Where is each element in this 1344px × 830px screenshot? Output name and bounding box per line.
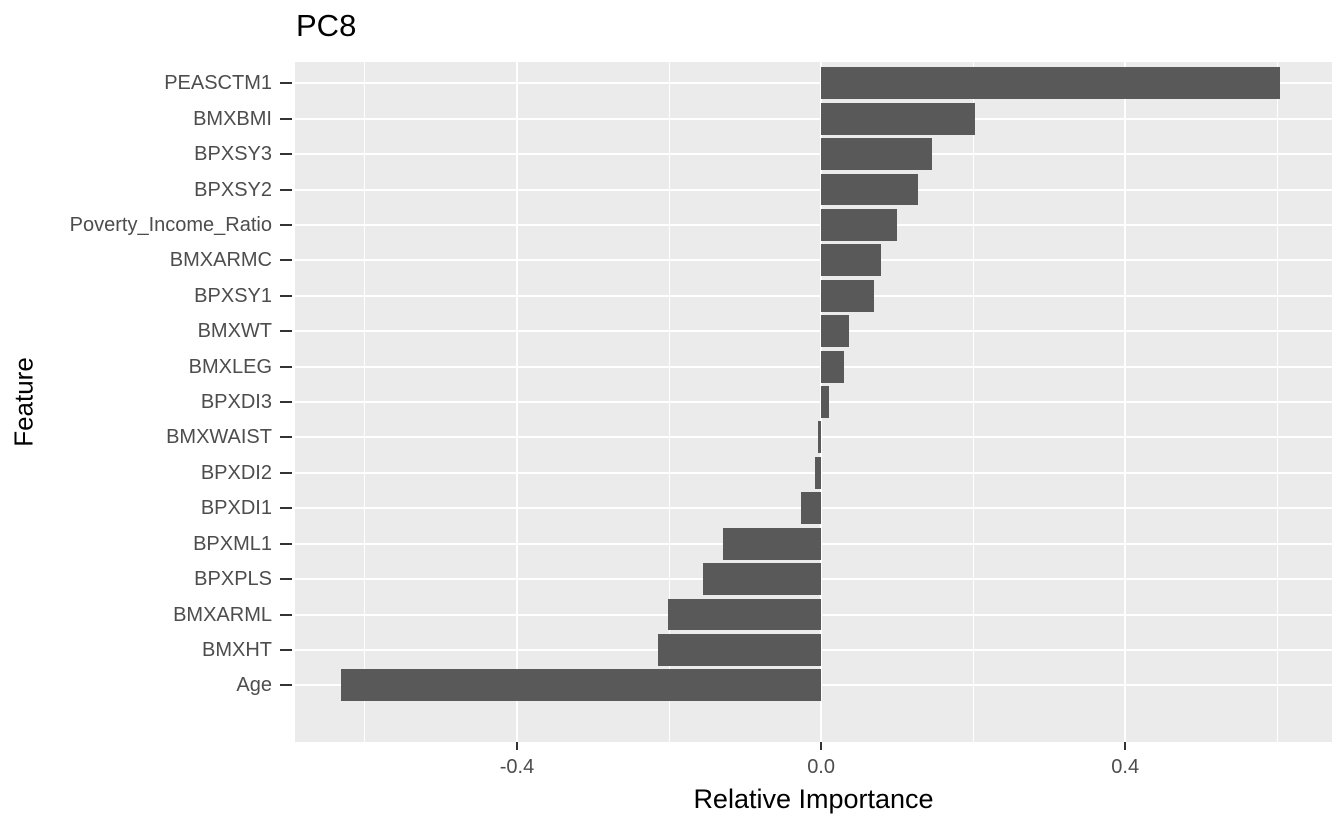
y-tick <box>280 294 292 297</box>
y-axis-label-BPXDI1: BPXDI1 <box>200 497 272 520</box>
y-axis-label-BMXWAIST: BMXWAIST <box>166 426 272 449</box>
y-tick <box>280 401 292 403</box>
y-axis-label-BPXDI3: BPXDI3 <box>200 391 272 413</box>
bar-Poverty_Income_Ratio <box>821 208 898 241</box>
gridline-major-horizontal <box>295 471 1332 474</box>
y-axis-label-BPXSY2: BPXSY2 <box>194 178 272 201</box>
bar-BPXDI2 <box>815 456 822 489</box>
gridline-major-horizontal <box>295 401 1332 403</box>
y-tick <box>280 188 292 191</box>
bar-BMXBMI <box>821 102 975 135</box>
y-tick <box>280 82 292 85</box>
y-axis-label-BPXSY1: BPXSY1 <box>194 284 272 307</box>
bar-BPXSY2 <box>821 173 918 206</box>
bar-BPXSY3 <box>821 138 933 171</box>
y-tick <box>280 613 292 616</box>
x-tick <box>515 742 518 750</box>
y-tick <box>280 578 292 581</box>
gridline-major-horizontal <box>295 188 1332 191</box>
y-tick <box>280 684 292 687</box>
y-axis-label-BMXBMI: BMXBMI <box>193 107 272 130</box>
y-tick <box>280 365 292 368</box>
y-axis-label-BPXSY3: BPXSY3 <box>194 143 272 166</box>
y-axis-label-Age: Age <box>236 674 272 697</box>
y-axis-label-BMXHT: BMXHT <box>202 638 272 661</box>
x-tick <box>1124 742 1127 750</box>
y-axis-label-BPXDI2: BPXDI2 <box>200 461 272 484</box>
y-axis-label-PEASCTM1: PEASCTM1 <box>164 72 272 95</box>
bar-BMXARML <box>668 598 822 631</box>
bar-BPXDI1 <box>800 492 822 525</box>
y-axis-label-BMXARMC: BMXARMC <box>169 249 272 272</box>
bar-BMXHT <box>657 633 822 666</box>
bar-PEASCTM1 <box>821 67 1281 100</box>
y-axis-label-BMXWT: BMXWT <box>197 320 272 343</box>
x-axis-label--0.4: -0.4 <box>499 756 535 778</box>
bar-BPXPLS <box>702 563 822 596</box>
gridline-major-horizontal <box>295 436 1332 439</box>
y-tick <box>280 223 292 226</box>
y-axis-label-BPXPLS: BPXPLS <box>194 568 272 591</box>
bar-BPXDI3 <box>821 386 829 418</box>
y-axis-label-BPXML1: BPXML1 <box>193 532 272 555</box>
x-axis-label-0.0: 0.0 <box>807 756 835 778</box>
bar-BMXLEG <box>821 350 844 383</box>
gridline-major-horizontal <box>295 153 1332 156</box>
bar-BPXML1 <box>723 527 822 560</box>
bar-BMXWT <box>821 315 850 348</box>
y-tick <box>280 471 292 474</box>
y-axis-label-BMXARML: BMXARML <box>173 603 272 626</box>
y-axis-label-BMXLEG: BMXLEG <box>188 355 272 378</box>
gridline-major-horizontal <box>295 82 1332 85</box>
y-tick <box>280 507 292 510</box>
gridline-major-horizontal <box>295 294 1332 297</box>
bar-BMXWAIST <box>818 421 822 454</box>
y-tick <box>280 648 292 651</box>
bar-Age <box>340 669 822 702</box>
y-tick <box>280 153 292 156</box>
plot-panel <box>295 62 1332 742</box>
bar-BPXSY1 <box>821 279 875 312</box>
y-tick <box>280 259 292 262</box>
x-axis-title: Relative Importance <box>693 784 934 814</box>
x-tick <box>820 742 823 750</box>
y-tick <box>280 542 292 545</box>
y-tick <box>280 117 292 120</box>
gridline-major-horizontal <box>295 365 1332 368</box>
y-tick <box>280 436 292 439</box>
gridline-major-horizontal <box>295 330 1332 333</box>
chart-title: PC8 <box>296 8 357 43</box>
x-axis-label-0.4: 0.4 <box>1111 756 1140 778</box>
gridline-major-horizontal <box>295 259 1332 262</box>
y-tick <box>280 330 292 333</box>
gridline-major-horizontal <box>295 117 1332 120</box>
y-axis-label-Poverty_Income_Ratio: Poverty_Income_Ratio <box>69 213 272 236</box>
gridline-major-horizontal <box>295 223 1332 226</box>
bar-BMXARMC <box>821 244 882 277</box>
